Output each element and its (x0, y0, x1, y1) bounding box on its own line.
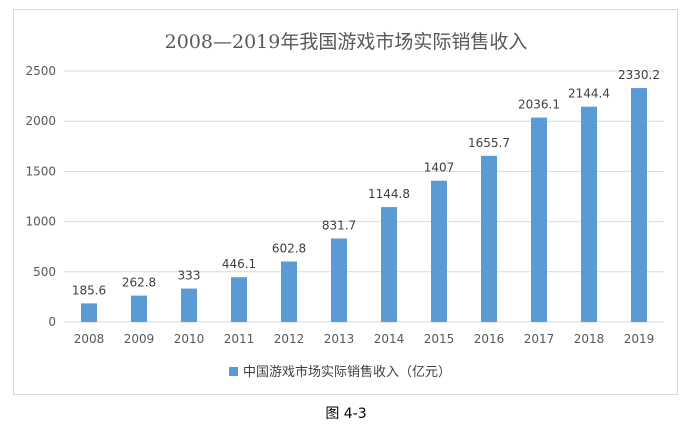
chart-frame: 2008—2019年我国游戏市场实际销售收入 0 500 1000 1500 2000 2… (13, 9, 678, 395)
data-label: 185.6 (72, 283, 106, 297)
data-label: 1655.7 (468, 136, 510, 150)
y-tick-label: 2500 (25, 64, 56, 78)
legend-swatch (229, 367, 238, 376)
figure-caption: 图 4-3 (325, 406, 367, 422)
bar (631, 88, 647, 323)
x-tick-label: 2019 (624, 332, 655, 346)
x-tick-label: 2017 (524, 332, 555, 346)
data-label: 602.8 (272, 241, 306, 255)
data-label: 446.1 (222, 257, 256, 271)
legend: 中国游戏市场实际销售收入（亿元） (229, 364, 451, 380)
legend-label: 中国游戏市场实际销售收入（亿元） (243, 364, 451, 380)
bar (331, 238, 347, 322)
data-label: 2330.2 (618, 68, 660, 82)
x-tick-label: 2011 (224, 332, 255, 346)
y-tick-label: 1500 (25, 164, 56, 178)
bar (581, 106, 597, 322)
data-label: 1144.8 (368, 187, 410, 201)
y-tick-label: 2000 (25, 114, 56, 128)
x-tick-label: 2010 (174, 332, 205, 346)
y-tick-label: 1000 (25, 215, 56, 229)
x-tick-label: 2016 (474, 332, 505, 346)
bar (431, 180, 447, 322)
bar-chart: 2008—2019年我国游戏市场实际销售收入 0 500 1000 1500 2000 2… (25, 31, 664, 380)
x-tick-label: 2009 (124, 332, 155, 346)
data-label: 333 (178, 269, 201, 283)
chart-title: 2008—2019年我国游戏市场实际销售收入 (165, 31, 528, 53)
bar (481, 155, 497, 322)
data-label: 831.7 (322, 218, 356, 232)
bar (181, 288, 197, 322)
bar (531, 117, 547, 322)
bar (381, 207, 397, 322)
bar (281, 261, 297, 322)
bar (131, 295, 147, 322)
x-tick-label: 2012 (274, 332, 305, 346)
x-tick-label: 2008 (74, 332, 105, 346)
bar (231, 277, 247, 322)
data-label: 2144.4 (568, 87, 610, 101)
data-label: 2036.1 (518, 98, 560, 112)
x-tick-label: 2014 (374, 332, 405, 346)
y-tick-label: 0 (48, 315, 56, 329)
x-tick-label: 2013 (324, 332, 355, 346)
data-label: 1407 (424, 161, 455, 175)
data-label: 262.8 (122, 276, 156, 290)
x-tick-label: 2018 (574, 332, 605, 346)
y-tick-label: 500 (33, 265, 56, 279)
x-tick-label: 2015 (424, 332, 455, 346)
bar (81, 303, 97, 322)
